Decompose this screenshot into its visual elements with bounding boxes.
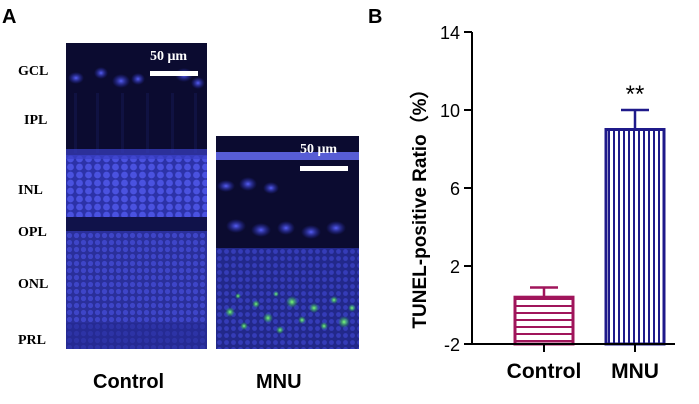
layer-label-inl: INL (18, 183, 43, 198)
control-micrograph: 50 μm (66, 43, 207, 349)
layer-label-gcl: GCL (18, 64, 49, 79)
y-tick-label: 10 (440, 101, 460, 121)
tunel-bar-chart: TUNEL-positive Ratio（%） -2 2 6 10 14 ** Cont… (408, 23, 675, 383)
mnu-micrograph: 50 μm (216, 136, 359, 349)
control-scale-bar-label: 50 μm (150, 49, 188, 64)
layer-label-ipl: IPL (24, 113, 48, 128)
bars: ** (513, 81, 666, 346)
y-axis-ticks: -2 2 6 10 14 (440, 23, 472, 355)
layer-label-opl: OPL (18, 225, 47, 240)
panel-letter-a: A (2, 6, 17, 28)
y-axis-label: TUNEL-positive Ratio（%） (408, 79, 431, 328)
control-micrograph-image (66, 43, 207, 349)
bar-control (513, 295, 575, 346)
mnu-micrograph-image (216, 136, 359, 349)
bar-mnu (604, 128, 666, 346)
y-tick-label: 2 (450, 257, 460, 277)
x-tick-label-control: Control (507, 360, 582, 383)
x-tick-label-mnu: MNU (611, 360, 659, 383)
significance-marker: ** (626, 81, 645, 108)
mnu-scale-bar-label: 50 μm (300, 142, 338, 157)
layer-label-prl: PRL (18, 333, 46, 348)
y-tick-label: 6 (450, 179, 460, 199)
caption-control: Control (93, 371, 165, 393)
y-tick-label: -2 (444, 335, 460, 355)
control-scale-bar (150, 71, 198, 76)
panel-letter-b: B (368, 6, 383, 28)
y-tick-label: 14 (440, 23, 460, 43)
x-axis-labels: Control MNU (472, 343, 675, 383)
mnu-scale-bar (300, 166, 348, 171)
caption-mnu: MNU (256, 371, 302, 393)
layer-label-onl: ONL (18, 277, 49, 292)
